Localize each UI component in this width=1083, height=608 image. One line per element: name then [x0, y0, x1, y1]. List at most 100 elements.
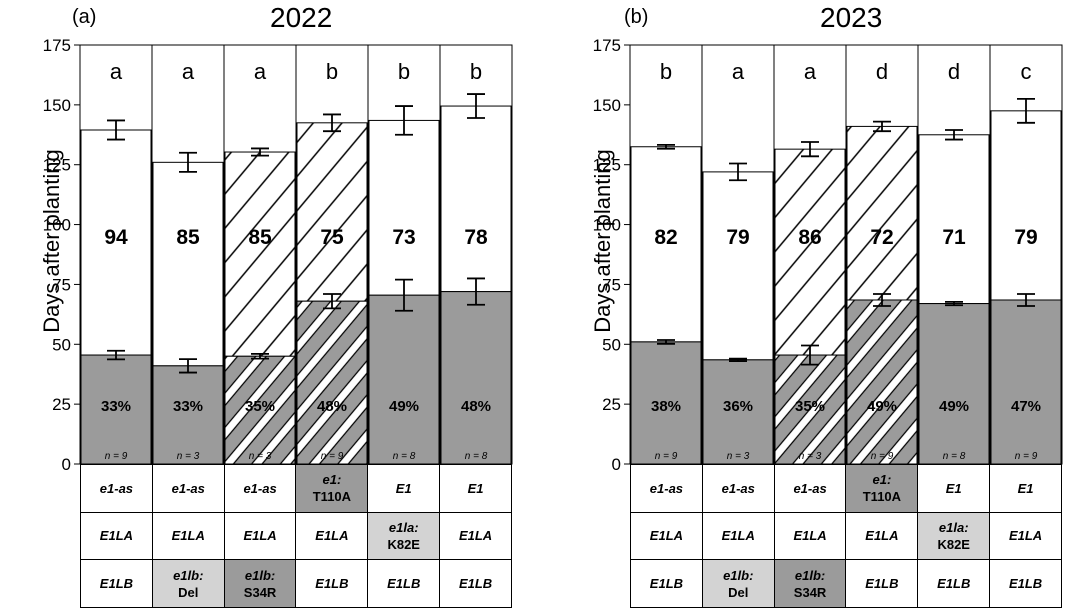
genotype-cell: e1lb: S34R	[223, 559, 297, 608]
duration-label: 75	[320, 226, 344, 249]
significance-letter: a	[804, 59, 817, 84]
genotype-name: E1LB	[937, 576, 971, 592]
genotype-name: e1la:	[938, 519, 969, 535]
genotype-name: E1	[395, 480, 412, 496]
genotype-row: E1LA E1LA E1LA E1LA e1la: K82E E1LA	[630, 511, 1062, 561]
bar-lower-segment	[774, 354, 846, 465]
genotype-name: e1-as	[721, 480, 755, 496]
genotype-mutation: Del	[178, 584, 199, 600]
genotype-name: e1-as	[99, 480, 134, 496]
genotype-cell: e1-as	[80, 464, 153, 513]
y-tick-label: 75	[52, 275, 71, 294]
genotype-name: E1LA	[243, 528, 277, 544]
y-tick-label: 75	[602, 275, 621, 294]
n-label: n = 8	[465, 451, 488, 462]
bar-upper-segment	[846, 125, 918, 301]
duration-label: 85	[176, 226, 200, 249]
genotype-cell: E1LA	[151, 511, 225, 561]
bar-lower-segment	[296, 300, 368, 465]
genotype-name: E1	[1017, 480, 1034, 496]
genotype-cell: E1LA	[439, 511, 512, 561]
n-label: n = 3	[727, 451, 750, 462]
genotype-name: e1lb:	[173, 567, 204, 583]
n-label: n = 9	[1015, 451, 1038, 462]
y-tick-label: 50	[52, 335, 71, 354]
significance-letter: d	[948, 59, 960, 84]
significance-letter: a	[182, 59, 195, 84]
bar-upper-segment	[296, 122, 368, 302]
genotype-cell: E1LB	[917, 559, 991, 608]
n-label: n = 3	[249, 451, 272, 462]
genotype-name: E1LA	[865, 528, 899, 544]
bar-lower-segment	[630, 341, 702, 465]
bar-lower-segment	[80, 354, 152, 465]
n-label: n = 9	[871, 451, 894, 462]
n-label: n = 8	[943, 451, 966, 462]
genotype-cell: E1LB	[630, 559, 703, 608]
genotype-cell: E1LB	[989, 559, 1062, 608]
genotype-name: e1-as	[793, 480, 827, 496]
genotype-cell: e1lb: S34R	[773, 559, 847, 608]
bar-lower-segment	[440, 291, 512, 465]
genotype-mutation: Del	[728, 584, 749, 600]
genotype-cell: E1LA	[989, 511, 1062, 561]
genotype-cell: e1-as	[630, 464, 703, 513]
genotype-name: e1:	[872, 472, 892, 488]
duration-label: 86	[798, 226, 821, 249]
percent-label: 35%	[795, 398, 825, 415]
genotype-table: e1-as e1-as e1-as e1: T110A E1 E1 E1LA E1LA E1LA E…	[80, 464, 512, 608]
genotype-name: e1-as	[171, 480, 205, 496]
genotype-cell: e1-as	[223, 464, 297, 513]
percent-label: 49%	[389, 398, 419, 415]
genotype-name: E1LB	[458, 576, 493, 592]
significance-letter: b	[398, 59, 410, 84]
genotype-name: E1LB	[649, 576, 684, 592]
duration-label: 73	[392, 226, 415, 249]
significance-letter: c	[1021, 59, 1032, 84]
genotype-mutation: K82E	[387, 536, 420, 552]
y-tick-label: 175	[43, 36, 71, 55]
y-tick-label: 100	[43, 216, 71, 235]
panel-label: (a)	[72, 6, 97, 28]
y-tick-label: 150	[43, 96, 71, 115]
genotype-name: E1LB	[1008, 576, 1043, 592]
genotype-mutation: S34R	[243, 584, 277, 600]
y-tick-label: 175	[593, 36, 621, 55]
chart-title: 2023	[820, 2, 883, 33]
genotype-name: E1LA	[793, 528, 827, 544]
genotype-name: E1LB	[865, 576, 899, 592]
percent-label: 33%	[173, 398, 203, 415]
genotype-row: e1-as e1-as e1-as e1: T110A E1 E1	[630, 464, 1062, 513]
n-label: n = 9	[321, 451, 344, 462]
bar-chart: 0 25 50 75 100 125 150 175 b 82 38% n = 9 a 79 36% n = …	[593, 36, 1063, 474]
genotype-mutation: S34R	[793, 584, 827, 600]
genotype-name: E1LA	[721, 528, 755, 544]
y-tick-label: 25	[52, 395, 71, 414]
genotype-cell: e1lb: Del	[701, 559, 775, 608]
genotype-name: e1lb:	[794, 567, 826, 583]
percent-label: 49%	[867, 398, 897, 415]
genotype-name: E1LB	[387, 576, 421, 592]
genotype-row: E1LB e1lb: Del e1lb: S34R E1LB E1LB E1LB	[630, 559, 1062, 608]
bar-upper-segment	[224, 151, 296, 357]
genotype-name: E1	[945, 480, 962, 496]
n-label: n = 3	[177, 451, 200, 462]
genotype-name: e1:	[322, 472, 342, 488]
bar-upper-segment	[630, 146, 702, 343]
genotype-name: E1LB	[99, 576, 134, 592]
genotype-cell: E1	[917, 464, 991, 513]
percent-label: 48%	[461, 398, 491, 415]
bar-lower-segment	[846, 299, 918, 465]
genotype-cell: E1	[439, 464, 512, 513]
duration-label: 85	[248, 226, 272, 249]
bar-upper-segment	[440, 105, 512, 293]
percent-label: 36%	[723, 398, 753, 415]
genotype-name: E1LA	[1008, 528, 1043, 544]
significance-letter: b	[660, 59, 672, 84]
genotype-mutation: T110A	[862, 489, 902, 505]
genotype-name: e1la:	[388, 519, 419, 535]
genotype-name: E1LB	[315, 576, 349, 592]
percent-label: 33%	[101, 398, 131, 415]
bar-upper-segment	[368, 119, 440, 296]
genotype-name: e1-as	[649, 480, 684, 496]
